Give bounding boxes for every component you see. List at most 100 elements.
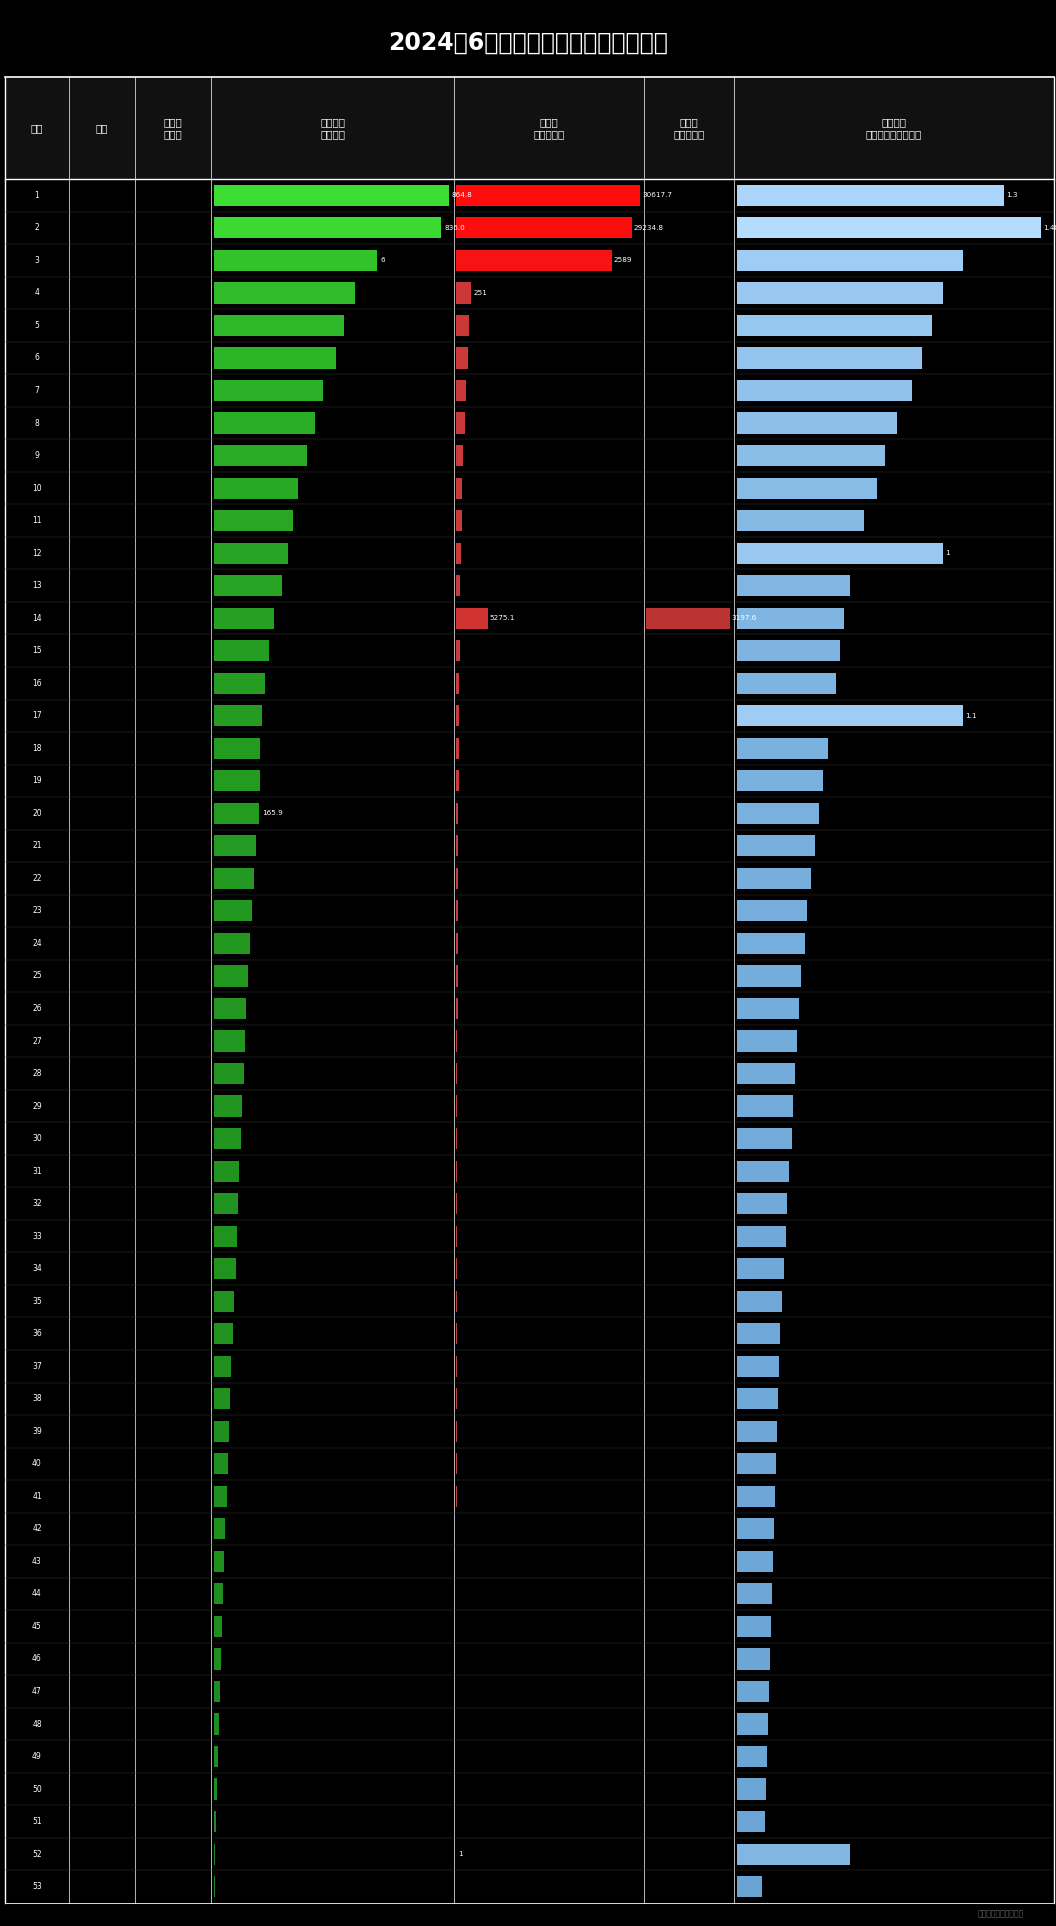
Text: 32: 32 xyxy=(32,1200,42,1208)
Text: 11: 11 xyxy=(33,516,41,526)
Bar xyxy=(214,1290,233,1312)
Bar xyxy=(737,1192,788,1213)
Bar xyxy=(214,185,449,206)
Bar xyxy=(456,998,457,1019)
Text: 22: 22 xyxy=(33,874,41,882)
Text: 6: 6 xyxy=(380,258,384,264)
Bar xyxy=(214,1323,232,1344)
Bar xyxy=(214,1454,228,1475)
Bar xyxy=(737,1063,794,1084)
Bar xyxy=(456,1096,457,1117)
Bar xyxy=(456,607,488,628)
Bar xyxy=(214,316,344,335)
Text: 城市: 城市 xyxy=(96,123,108,133)
Bar xyxy=(737,998,798,1019)
Bar xyxy=(456,672,459,693)
Text: 39: 39 xyxy=(32,1427,42,1435)
Bar xyxy=(737,316,932,335)
Bar xyxy=(737,738,828,759)
Bar xyxy=(456,803,458,824)
Text: 49: 49 xyxy=(32,1753,42,1760)
Text: 53: 53 xyxy=(32,1882,42,1891)
Bar xyxy=(214,576,282,597)
Text: 165.9: 165.9 xyxy=(263,811,283,817)
Bar xyxy=(456,1063,457,1084)
Bar xyxy=(214,445,306,466)
Text: 36: 36 xyxy=(32,1329,42,1339)
Bar xyxy=(214,1389,230,1410)
Text: 20: 20 xyxy=(32,809,42,819)
Text: 31: 31 xyxy=(32,1167,42,1175)
Bar xyxy=(214,218,441,239)
Text: 30: 30 xyxy=(32,1134,42,1142)
Bar xyxy=(214,478,299,499)
Bar xyxy=(646,607,730,628)
Bar xyxy=(456,869,458,890)
Bar xyxy=(456,478,463,499)
Bar xyxy=(214,998,246,1019)
Bar xyxy=(214,836,257,857)
Bar xyxy=(214,1063,244,1084)
Bar xyxy=(456,576,460,597)
Bar xyxy=(737,1681,769,1703)
Bar xyxy=(737,1454,776,1475)
Bar xyxy=(737,1550,773,1572)
Text: 5: 5 xyxy=(35,322,39,329)
Bar xyxy=(214,543,287,564)
Bar xyxy=(737,899,807,921)
Bar xyxy=(737,510,865,532)
Bar xyxy=(456,705,459,726)
Bar xyxy=(456,836,458,857)
Bar xyxy=(456,379,466,401)
Bar xyxy=(214,1810,215,1832)
Bar xyxy=(737,1096,793,1117)
Text: 28: 28 xyxy=(33,1069,41,1079)
Bar xyxy=(456,185,640,206)
Text: 进站量
（万人次）: 进站量 （万人次） xyxy=(674,117,704,139)
Bar xyxy=(737,543,943,564)
Bar xyxy=(214,1225,237,1246)
Bar xyxy=(214,607,274,628)
Text: 26: 26 xyxy=(32,1003,42,1013)
Bar xyxy=(214,672,264,693)
Text: 9: 9 xyxy=(35,451,39,460)
Text: 34: 34 xyxy=(32,1263,42,1273)
Bar xyxy=(456,412,465,433)
Bar xyxy=(214,412,315,433)
Text: 客运强度
（万人次每公里日）: 客运强度 （万人次每公里日） xyxy=(866,117,922,139)
Text: 7: 7 xyxy=(35,385,39,395)
Text: 3: 3 xyxy=(35,256,39,266)
Bar xyxy=(737,379,911,401)
Text: 17: 17 xyxy=(32,711,42,720)
Bar xyxy=(214,510,293,532)
Text: 47: 47 xyxy=(32,1687,42,1697)
Bar xyxy=(456,738,459,759)
Text: 客运量
（万人次）: 客运量 （万人次） xyxy=(533,117,565,139)
Bar xyxy=(214,932,250,953)
Text: 37: 37 xyxy=(32,1362,42,1371)
Bar xyxy=(214,1778,216,1799)
Bar xyxy=(737,705,963,726)
Bar xyxy=(737,1161,790,1183)
Bar xyxy=(737,1389,778,1410)
Bar xyxy=(737,672,835,693)
Bar xyxy=(737,283,943,304)
Bar xyxy=(456,250,611,272)
Bar xyxy=(214,639,268,661)
Bar xyxy=(214,965,248,986)
Bar xyxy=(456,347,468,368)
Bar xyxy=(737,1843,850,1864)
Bar xyxy=(214,1161,240,1183)
Text: 23: 23 xyxy=(32,907,42,915)
Text: 6: 6 xyxy=(35,354,39,362)
Text: 2589: 2589 xyxy=(614,258,633,264)
Text: 1: 1 xyxy=(458,1851,463,1857)
Text: 35: 35 xyxy=(32,1296,42,1306)
Bar xyxy=(737,250,963,272)
Text: 38: 38 xyxy=(32,1394,42,1404)
Bar xyxy=(737,836,815,857)
Bar xyxy=(737,185,1004,206)
Text: 864.8: 864.8 xyxy=(452,193,473,198)
Text: 16: 16 xyxy=(32,678,42,688)
Text: 51: 51 xyxy=(32,1816,42,1826)
